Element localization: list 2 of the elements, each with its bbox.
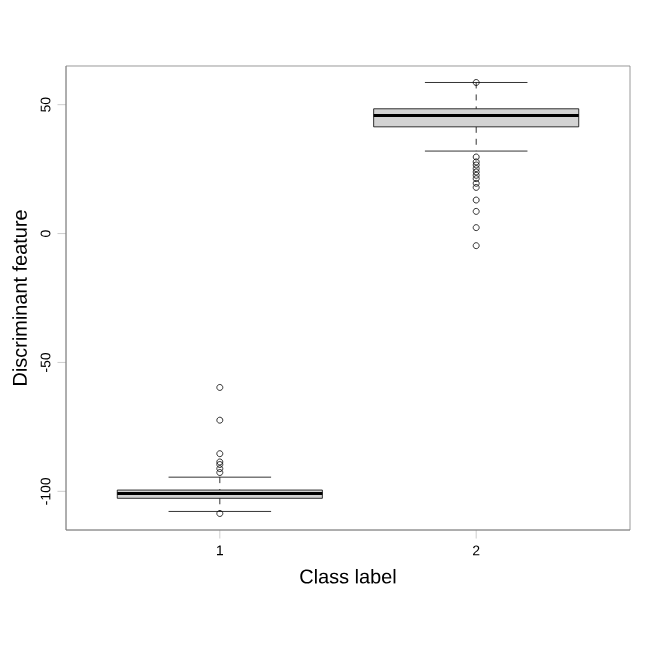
x-axis-title: Class label <box>300 568 396 584</box>
y-axis-title: Discriminant feature <box>12 210 27 385</box>
